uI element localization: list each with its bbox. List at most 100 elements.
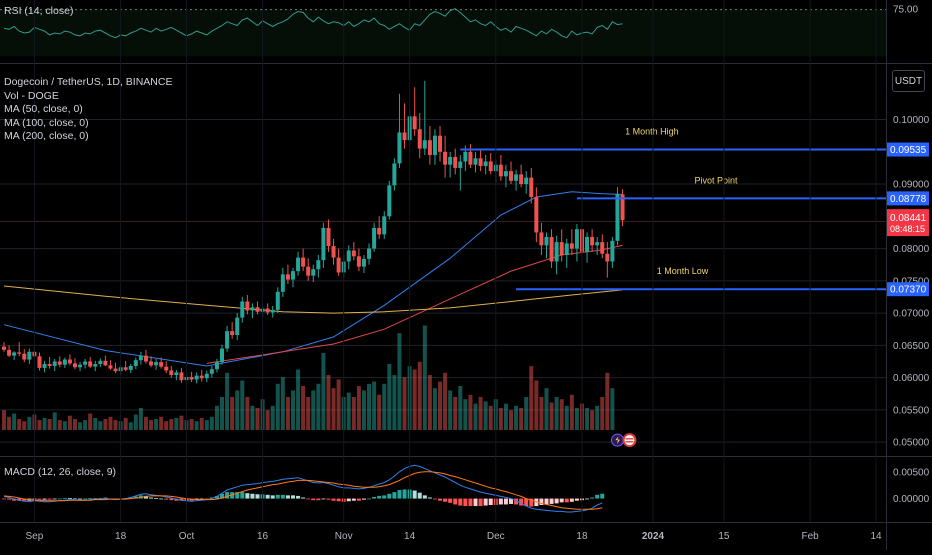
time-tick-label: 14 (404, 531, 416, 542)
macd-histogram-bar (143, 495, 148, 499)
macd-histogram-bar (498, 498, 503, 505)
volume-bar (72, 419, 77, 430)
macd-histogram-bar (255, 494, 260, 499)
volume-bar (306, 397, 311, 430)
volume-bar (154, 419, 159, 430)
candle-body (301, 257, 306, 267)
candle-body (245, 301, 250, 311)
candle-body (422, 140, 427, 149)
candle-body (154, 362, 159, 366)
macd-histogram-bar (290, 495, 295, 499)
candle-body (174, 372, 179, 376)
macd-histogram-bar (159, 498, 164, 500)
candle-body (539, 232, 544, 246)
level-price-label: 0.08778 (890, 194, 927, 205)
volume-bar (361, 390, 366, 430)
candle-body (108, 365, 113, 369)
level-annotation: 1 Month High (625, 127, 679, 137)
volume-bar (524, 397, 529, 430)
candle-body (600, 242, 605, 254)
volume-bar (285, 397, 290, 430)
macd-histogram-bar (250, 493, 255, 499)
candle-body (417, 129, 422, 149)
candle-body (169, 370, 174, 376)
level-annotation: 1 Month Low (657, 266, 709, 276)
candle-body (113, 368, 118, 372)
volume-bar (290, 390, 295, 430)
candle-body (346, 250, 351, 262)
macd-histogram-bar (549, 498, 554, 504)
macd-histogram-bar (189, 498, 194, 501)
last-price-value: 0.08441 (890, 213, 927, 224)
macd-histogram-bar (62, 498, 67, 499)
time-tick-label: Feb (802, 531, 820, 542)
volume-bar (605, 372, 610, 430)
macd-histogram-bar (534, 498, 539, 507)
volume-bar (372, 381, 377, 430)
candle-body (361, 258, 366, 267)
volume-bar (519, 408, 524, 430)
candle-body (280, 274, 285, 292)
candle-body (321, 227, 326, 261)
candle-body (285, 274, 290, 280)
candle-body (438, 135, 443, 152)
volume-bar (402, 377, 407, 430)
candle-body (149, 361, 154, 366)
volume-bar (174, 417, 179, 430)
volume-bar (453, 397, 458, 430)
legend-ma50: MA (50, close, 0) (4, 103, 83, 115)
rsi-line (3, 8, 623, 39)
volume-bar (296, 369, 301, 430)
macd-histogram-bar (199, 498, 204, 500)
volume-bar (554, 397, 559, 430)
candle-body (98, 360, 103, 365)
candle-body (412, 116, 417, 130)
macd-histogram-bar (179, 498, 184, 501)
volume-bar (37, 420, 42, 430)
candle-body (483, 161, 488, 166)
macd-histogram-bar (209, 497, 214, 499)
macd-histogram-bar (301, 497, 306, 499)
volume-bar (417, 361, 422, 430)
candle-body (524, 177, 529, 185)
legend-ma100: MA (100, close, 0) (4, 116, 89, 129)
macd-histogram-bar (7, 498, 12, 500)
volume-bar (509, 410, 513, 430)
macd-histogram-bar (88, 498, 93, 499)
candle-body (316, 260, 321, 270)
candle-body (225, 331, 230, 349)
volume-bar (559, 399, 564, 430)
macd-histogram-bar (509, 498, 513, 504)
quote-unit-button[interactable]: USDT (892, 70, 925, 92)
volume-bar (93, 417, 98, 430)
macd-histogram-bar (265, 494, 270, 499)
volume-bar (529, 366, 534, 430)
volume-bar (610, 388, 615, 430)
macd-histogram-bar (311, 498, 316, 501)
time-tick-label: Nov (335, 531, 353, 542)
candle-body (189, 376, 194, 380)
macd-histogram-bar (387, 493, 392, 499)
volume-bar (225, 372, 230, 430)
price-tick-label: 0.05500 (893, 405, 930, 416)
volume-bar (12, 413, 17, 430)
candle-body (52, 361, 57, 366)
candle-body (57, 361, 62, 365)
candle-body (133, 360, 138, 366)
candle-body (78, 364, 83, 368)
price-tick-label: 0.06500 (893, 341, 930, 352)
macd-histogram-bar (154, 498, 159, 499)
candle-body (42, 364, 47, 368)
macd-histogram-bar (103, 497, 108, 499)
macd-histogram-bar (564, 498, 569, 503)
volume-bar (448, 390, 453, 430)
candle-body (27, 351, 32, 360)
candle-body (377, 227, 382, 235)
candle-body (220, 348, 225, 363)
macd-histogram-bar (519, 498, 524, 506)
candle-body (590, 236, 595, 246)
candle-body (265, 308, 270, 313)
macd-histogram-bar (296, 495, 301, 499)
candle-body (519, 174, 524, 185)
